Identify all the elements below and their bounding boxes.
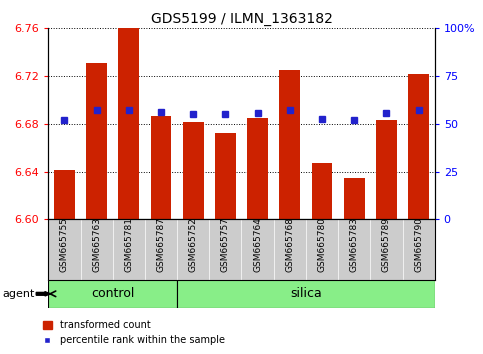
- Text: control: control: [91, 287, 134, 300]
- Bar: [151, 115, 171, 219]
- Bar: [312, 163, 332, 219]
- Legend: transformed count, percentile rank within the sample: transformed count, percentile rank withi…: [39, 316, 229, 349]
- Text: silica: silica: [290, 287, 322, 300]
- Bar: [118, 28, 139, 219]
- Bar: [408, 74, 429, 219]
- Bar: [86, 63, 107, 219]
- Bar: [279, 70, 300, 219]
- Bar: [376, 120, 397, 219]
- Title: GDS5199 / ILMN_1363182: GDS5199 / ILMN_1363182: [151, 12, 332, 26]
- Bar: [48, 280, 177, 308]
- Bar: [54, 171, 75, 219]
- Bar: [177, 280, 435, 308]
- Bar: [215, 133, 236, 219]
- Text: agent: agent: [2, 289, 35, 299]
- Bar: [344, 178, 365, 219]
- Bar: [183, 121, 204, 219]
- Bar: [247, 118, 268, 219]
